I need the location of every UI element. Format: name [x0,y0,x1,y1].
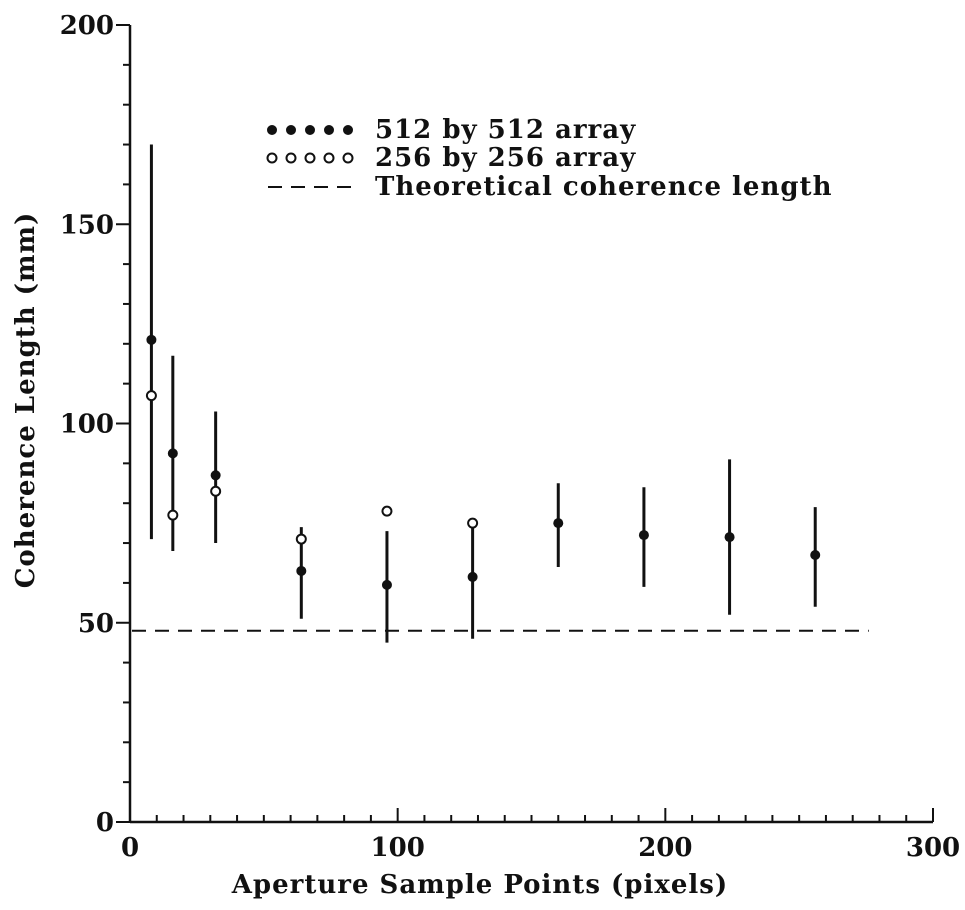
data-points [145,334,821,590]
legend-open-marker [285,152,297,164]
filled-circle-point [810,550,821,561]
error-bars [149,144,817,643]
x-axis-title: Aperture Sample Points (pixels) [231,870,728,900]
y-tick-label: 200 [60,11,114,41]
legend-open-marker [342,152,354,164]
legend-label: 512 by 512 array [375,115,636,145]
y-tick-label: 0 [96,808,114,838]
axis-ticks: 0 50 100 150 200 0 100 200 300 [60,11,960,863]
filled-circle-point [467,571,478,582]
y-tick-label: 150 [60,210,114,240]
open-circle-point [167,509,179,521]
legend-label: Theoretical coherence length [375,172,832,202]
filled-circle-point [381,579,392,590]
x-tick-label: 200 [638,833,692,863]
filled-circle-point [638,530,649,541]
legend-label: 256 by 256 array [375,143,636,173]
filled-circle-point [167,448,178,459]
open-circle-point [145,390,157,402]
filled-circle-point [210,470,221,481]
x-tick-label: 300 [906,833,960,863]
filled-circle-point [553,518,564,529]
legend-filled-marker [324,125,334,135]
legend-filled-marker [286,125,296,135]
x-tick-label: 0 [121,833,139,863]
legend-open-marker [266,152,278,164]
legend-filled-marker [343,125,353,135]
y-tick-label: 100 [60,410,114,440]
open-circle-point [295,533,307,545]
y-axis-title: Coherence Length (mm) [11,212,41,589]
legend-open-marker [304,152,316,164]
y-tick-label: 50 [78,609,114,639]
open-circle-point [210,485,222,497]
open-circle-point [381,505,393,517]
open-circle-point [467,517,479,529]
legend-open-marker [323,152,335,164]
x-tick-label: 100 [371,833,425,863]
filled-circle-point [296,565,307,576]
filled-circle-point [146,334,157,345]
legend-filled-marker [305,125,315,135]
filled-circle-point [724,532,735,543]
legend-filled-marker [267,125,277,135]
